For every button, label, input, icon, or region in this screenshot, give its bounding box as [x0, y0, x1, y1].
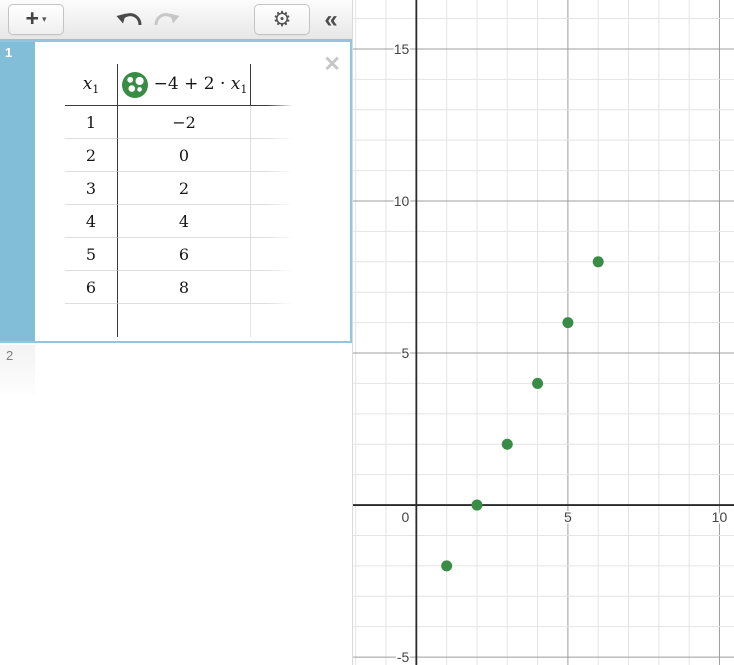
collapse-panel-button[interactable]: «: [310, 4, 352, 35]
table-cell-empty[interactable]: [250, 271, 292, 304]
table-cell-y[interactable]: 4: [117, 205, 250, 238]
undo-icon[interactable]: [116, 10, 143, 29]
expressions-toolbar: + ▾ ⚙ «: [0, 0, 352, 40]
expression-content: ✕ x1 −4 + 2 · x1: [35, 42, 350, 341]
axis-tick-label: 10: [712, 509, 728, 525]
expression-number-2[interactable]: 2: [0, 345, 35, 397]
table-cell-empty[interactable]: [250, 106, 292, 139]
table-cell-x[interactable]: 5: [65, 238, 117, 271]
table-cell-x[interactable]: 2: [65, 139, 117, 172]
expression-item-2[interactable]: 2: [0, 345, 352, 397]
axis-tick-label: 5: [564, 509, 572, 525]
plus-icon: +: [25, 5, 39, 31]
table-cell-y[interactable]: 6: [117, 238, 250, 271]
data-point[interactable]: [562, 317, 574, 329]
axis-tick-label: 0: [402, 509, 410, 525]
graph-settings-button[interactable]: ⚙: [254, 4, 310, 35]
table-cell-empty[interactable]: [250, 205, 292, 238]
table-header-y[interactable]: −4 + 2 · x1: [117, 64, 250, 106]
data-point[interactable]: [532, 377, 544, 389]
table-cell-empty[interactable]: [250, 172, 292, 205]
graph-paper[interactable]: 0 5 10 -5 5 10 15: [352, 0, 734, 665]
axis-tick-label: 15: [394, 41, 410, 57]
data-table: x1 −4 + 2 · x1 1: [65, 64, 350, 337]
close-icon[interactable]: ✕: [323, 53, 341, 76]
data-point[interactable]: [501, 438, 513, 450]
expression-panel: + ▾ ⚙ «: [0, 0, 352, 665]
table-header-formula: −4 + 2 · x1: [153, 73, 248, 96]
table-header-x[interactable]: x1: [65, 64, 117, 106]
data-point[interactable]: [592, 256, 604, 268]
table-cell-x[interactable]: [65, 304, 117, 337]
data-point[interactable]: [471, 499, 483, 511]
gear-icon: ⚙: [272, 8, 292, 31]
table-cell-y[interactable]: 8: [117, 271, 250, 304]
table-cell-empty[interactable]: [250, 139, 292, 172]
graph-canvas[interactable]: 0 5 10 -5 5 10 15: [353, 0, 734, 665]
table-cell-empty[interactable]: [250, 238, 292, 271]
table-cell-empty[interactable]: [250, 304, 292, 337]
chevron-down-icon: ▾: [41, 14, 47, 24]
table-cell-y[interactable]: −2: [117, 106, 250, 139]
table-cell-x[interactable]: 1: [65, 106, 117, 139]
table-cell-y[interactable]: [117, 304, 250, 337]
redo-icon[interactable]: [153, 10, 180, 29]
expression-item-1[interactable]: 1 ✕ x1: [0, 40, 352, 343]
add-expression-button[interactable]: + ▾: [8, 4, 64, 35]
data-point[interactable]: [441, 560, 453, 572]
table-cell-y[interactable]: 0: [117, 139, 250, 172]
expression-number-1[interactable]: 1: [0, 42, 35, 341]
table-cell-x[interactable]: 3: [65, 172, 117, 205]
double-chevron-left-icon: «: [324, 5, 338, 33]
table-header-empty[interactable]: [250, 64, 292, 106]
axis-tick-label: 10: [394, 193, 410, 209]
axis-tick-label: -5: [397, 649, 410, 665]
point-style-icon[interactable]: [121, 71, 149, 99]
undo-redo-group: [116, 10, 180, 29]
table-cell-y[interactable]: 2: [117, 172, 250, 205]
table-cell-x[interactable]: 6: [65, 271, 117, 304]
table-cell-x[interactable]: 4: [65, 205, 117, 238]
axis-tick-label: 5: [402, 345, 410, 361]
